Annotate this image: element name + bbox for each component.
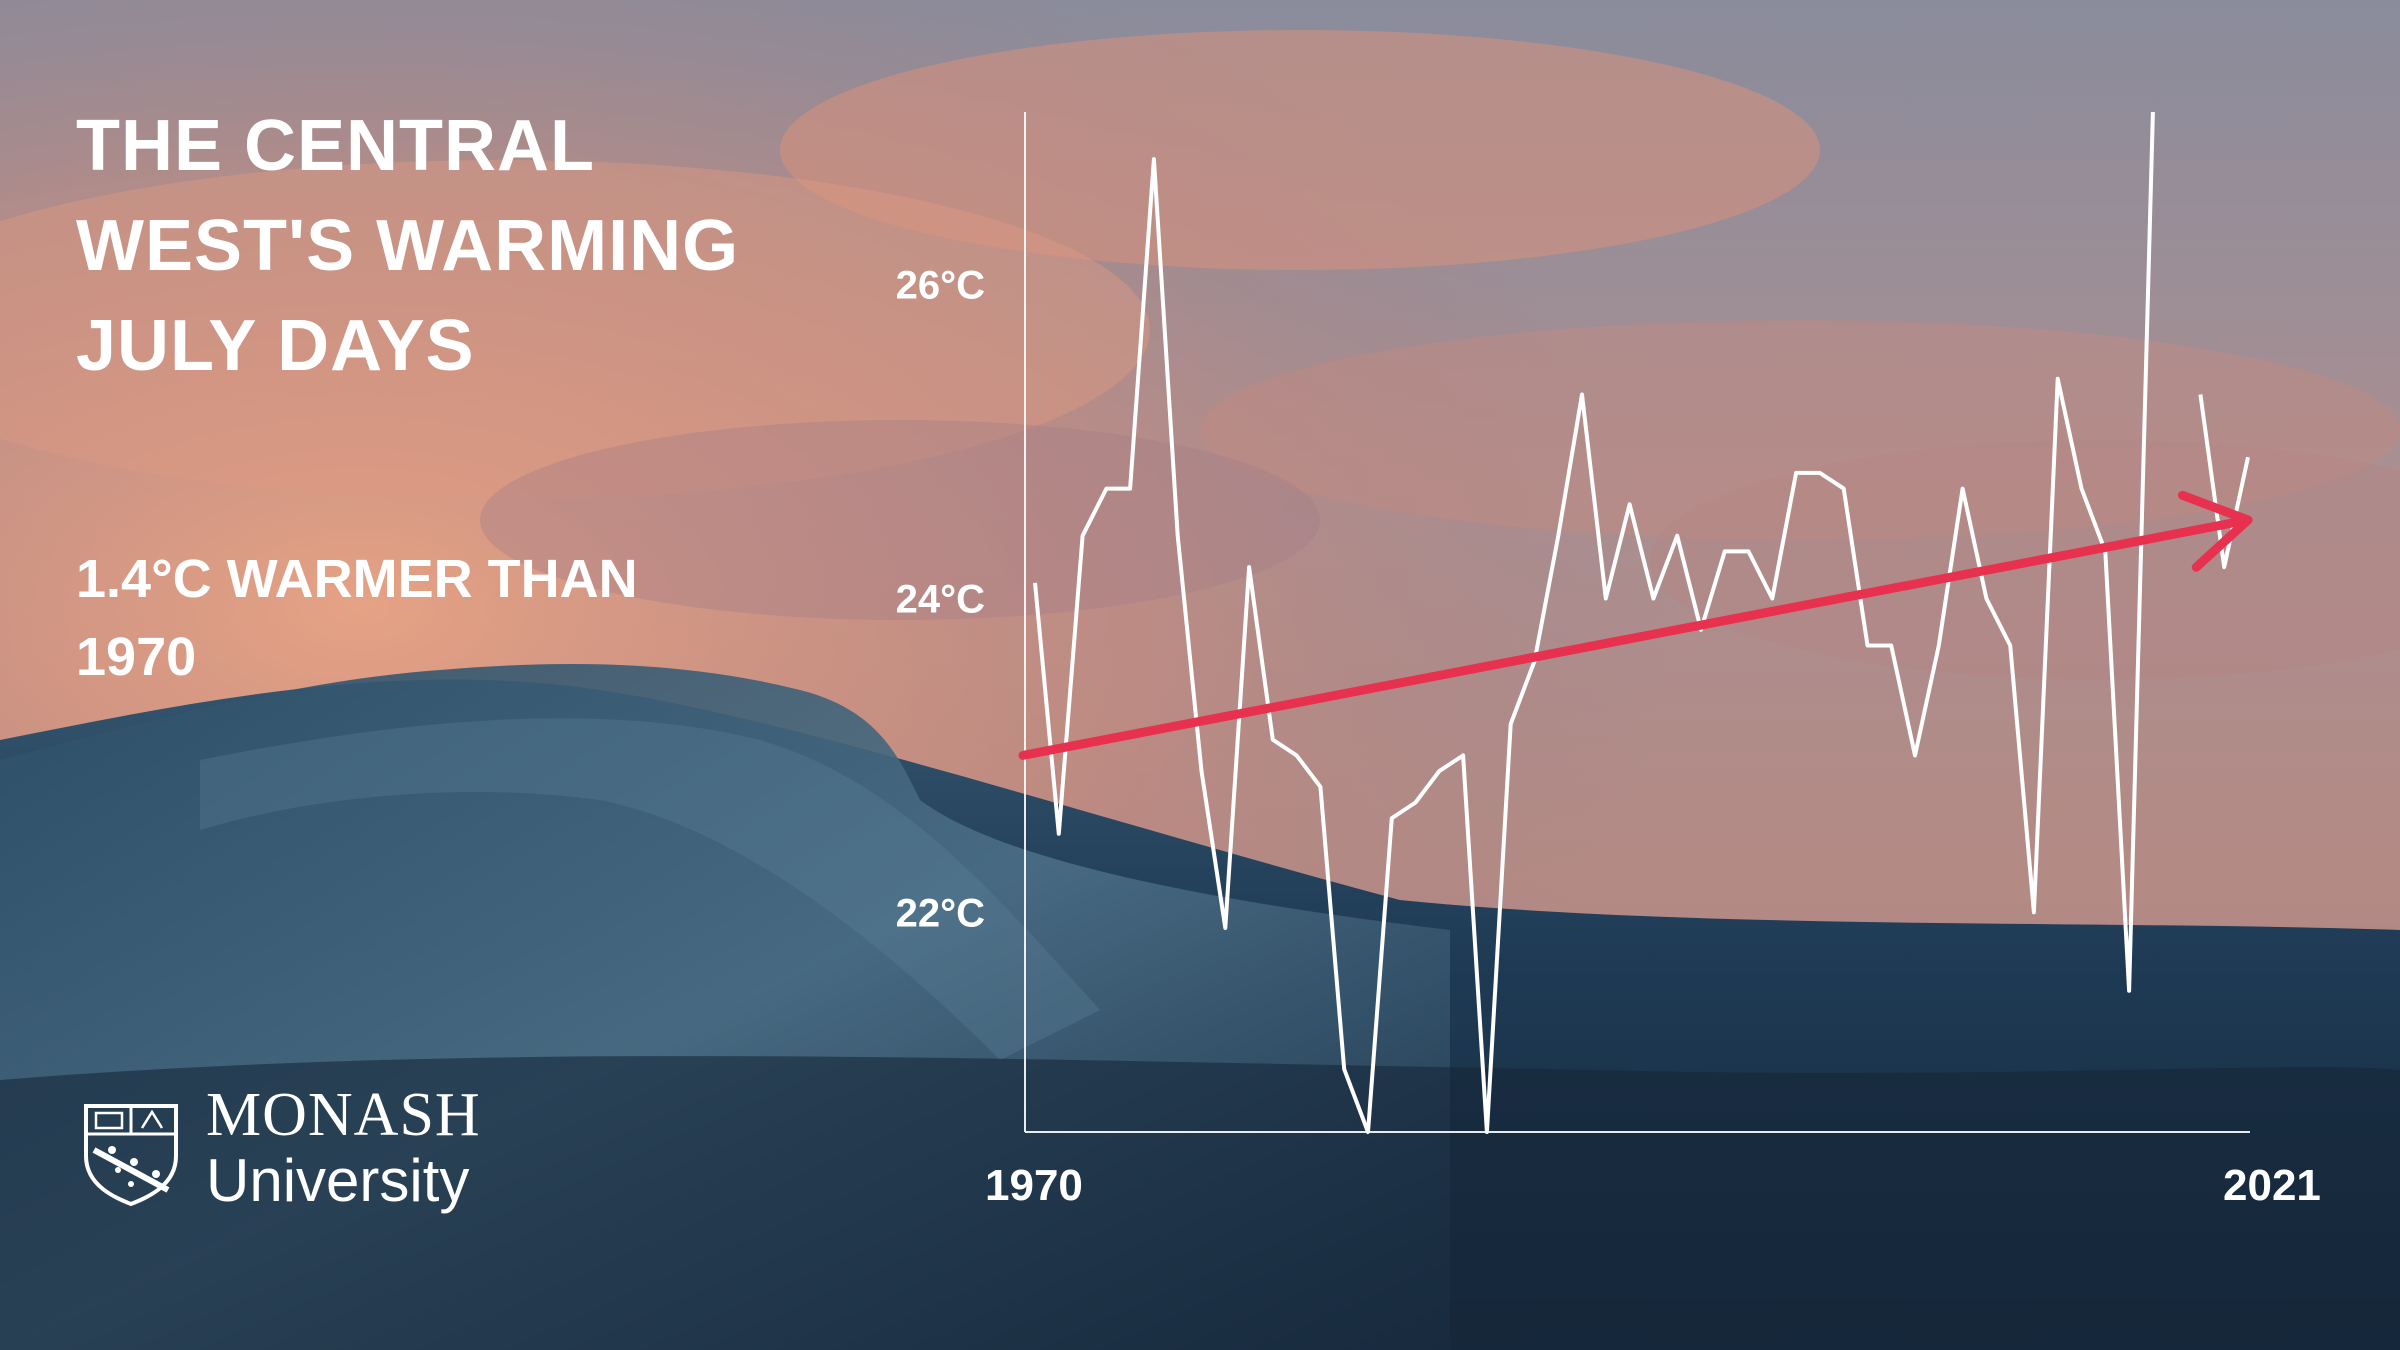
subtitle-line-2: 1970 xyxy=(76,627,197,687)
logo-sub: University xyxy=(206,1147,470,1214)
subtitle-line-1: 1.4°C WARMER THAN xyxy=(76,549,638,609)
x-tick-label: 2021 xyxy=(2223,1161,2321,1210)
headline-line-3: JULY DAYS xyxy=(76,306,475,386)
x-tick-labels: 1970 2021 xyxy=(985,1161,2321,1210)
y-tick-label: 24°C xyxy=(896,577,985,621)
y-tick-labels: 22°C 24°C 26°C xyxy=(896,264,985,936)
monash-logo: MONASH University xyxy=(76,1082,516,1222)
series-line xyxy=(2198,394,2250,570)
series-line xyxy=(1033,111,2155,1134)
y-tick-label: 22°C xyxy=(896,891,985,935)
logo-name: MONASH xyxy=(206,1081,481,1149)
headline-line-2: WEST'S WARMING xyxy=(76,206,740,286)
series-group xyxy=(1033,111,2250,1134)
trend-arrowhead xyxy=(2177,490,2253,572)
subtitle: 1.4°C WARMER THAN 1970 xyxy=(76,540,716,696)
trend-line xyxy=(1018,515,2253,760)
headline: THE CENTRAL WEST'S WARMING JULY DAYS xyxy=(76,96,776,396)
trend-group xyxy=(1018,490,2253,760)
headline-line-1: THE CENTRAL xyxy=(76,106,595,186)
y-tick-label: 26°C xyxy=(896,264,985,308)
x-tick-label: 1970 xyxy=(985,1161,1083,1210)
crest-icon xyxy=(84,1104,178,1206)
